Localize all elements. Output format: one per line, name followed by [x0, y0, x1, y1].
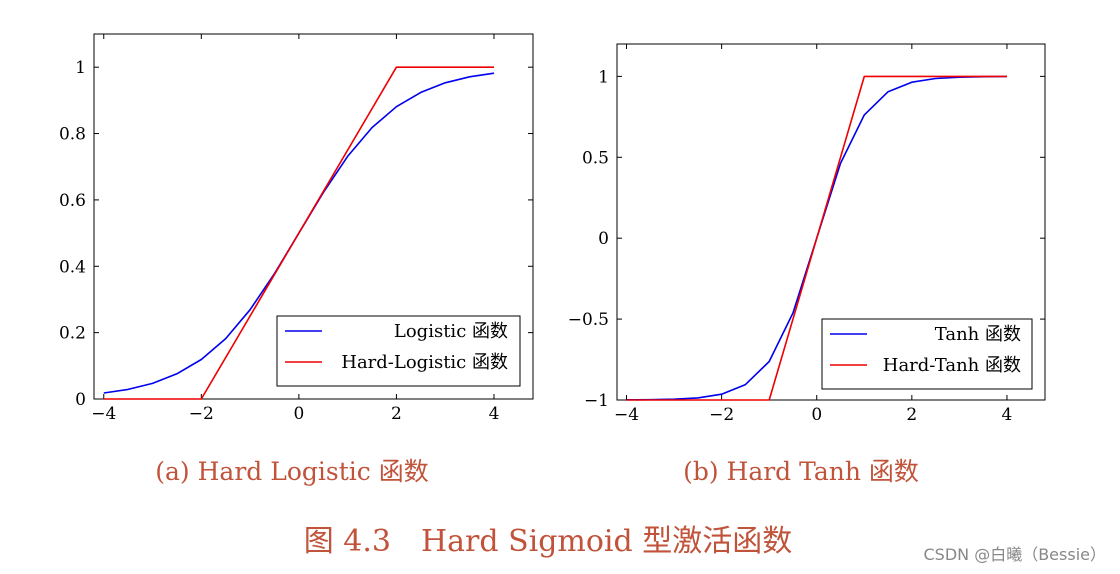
- watermark: CSDN @白曦（Bessie）: [924, 545, 1107, 564]
- x-tick-label: 0: [811, 405, 822, 425]
- y-tick-label: −1: [584, 391, 609, 411]
- legend-label: Hard-Tanh 函数: [883, 355, 1021, 376]
- figure-caption: 图 4.3 Hard Sigmoid 型激活函数: [304, 524, 793, 559]
- x-tick-label: −2: [709, 405, 734, 425]
- y-tick-label: 1: [598, 67, 609, 87]
- x-tick-label: 2: [391, 404, 402, 424]
- x-tick-label: 4: [489, 404, 500, 424]
- legend-label: Tanh 函数: [935, 324, 1021, 345]
- y-tick-label: 0.6: [59, 191, 86, 211]
- subcaption-a: (a) Hard Logistic 函数: [155, 457, 428, 486]
- y-tick-label: −0.5: [568, 310, 609, 330]
- y-tick-label: 0: [598, 229, 609, 249]
- y-tick-label: 0.8: [59, 125, 86, 145]
- x-tick-label: −4: [614, 405, 639, 425]
- x-tick-label: 2: [906, 405, 917, 425]
- y-tick-label: 0.4: [59, 257, 86, 277]
- legend-box: [276, 315, 521, 387]
- y-tick-label: 0.2: [59, 324, 86, 344]
- x-tick-label: 0: [293, 404, 304, 424]
- legend-label: Logistic 函数: [394, 321, 508, 342]
- plot-frame: [93, 33, 534, 400]
- series-line-1: [103, 66, 494, 400]
- y-tick-label: 0.5: [582, 148, 609, 168]
- series-line-1: [626, 75, 1007, 401]
- x-tick-label: −4: [91, 404, 116, 424]
- legend-box: [821, 318, 1033, 390]
- x-tick-label: −2: [189, 404, 214, 424]
- subcaption-b: (b) Hard Tanh 函数: [683, 457, 919, 486]
- plot-frame: [616, 43, 1046, 401]
- chart-hard-logistic: −4 −2 0 2 4 0 0.2 0.4 0.6 0.8 1 Logistic 函数 Hard-Log…: [59, 33, 534, 424]
- y-tick-label: 1: [75, 58, 86, 78]
- legend-label: Hard-Logistic 函数: [341, 352, 508, 373]
- x-tick-label: 4: [1002, 405, 1013, 425]
- chart-hard-tanh: −4 −2 0 2 4 −1 −0.5 0 0.5 1 Tanh 函数 Hard-Tanh 函数: [568, 43, 1046, 425]
- y-tick-label: 0: [75, 390, 86, 410]
